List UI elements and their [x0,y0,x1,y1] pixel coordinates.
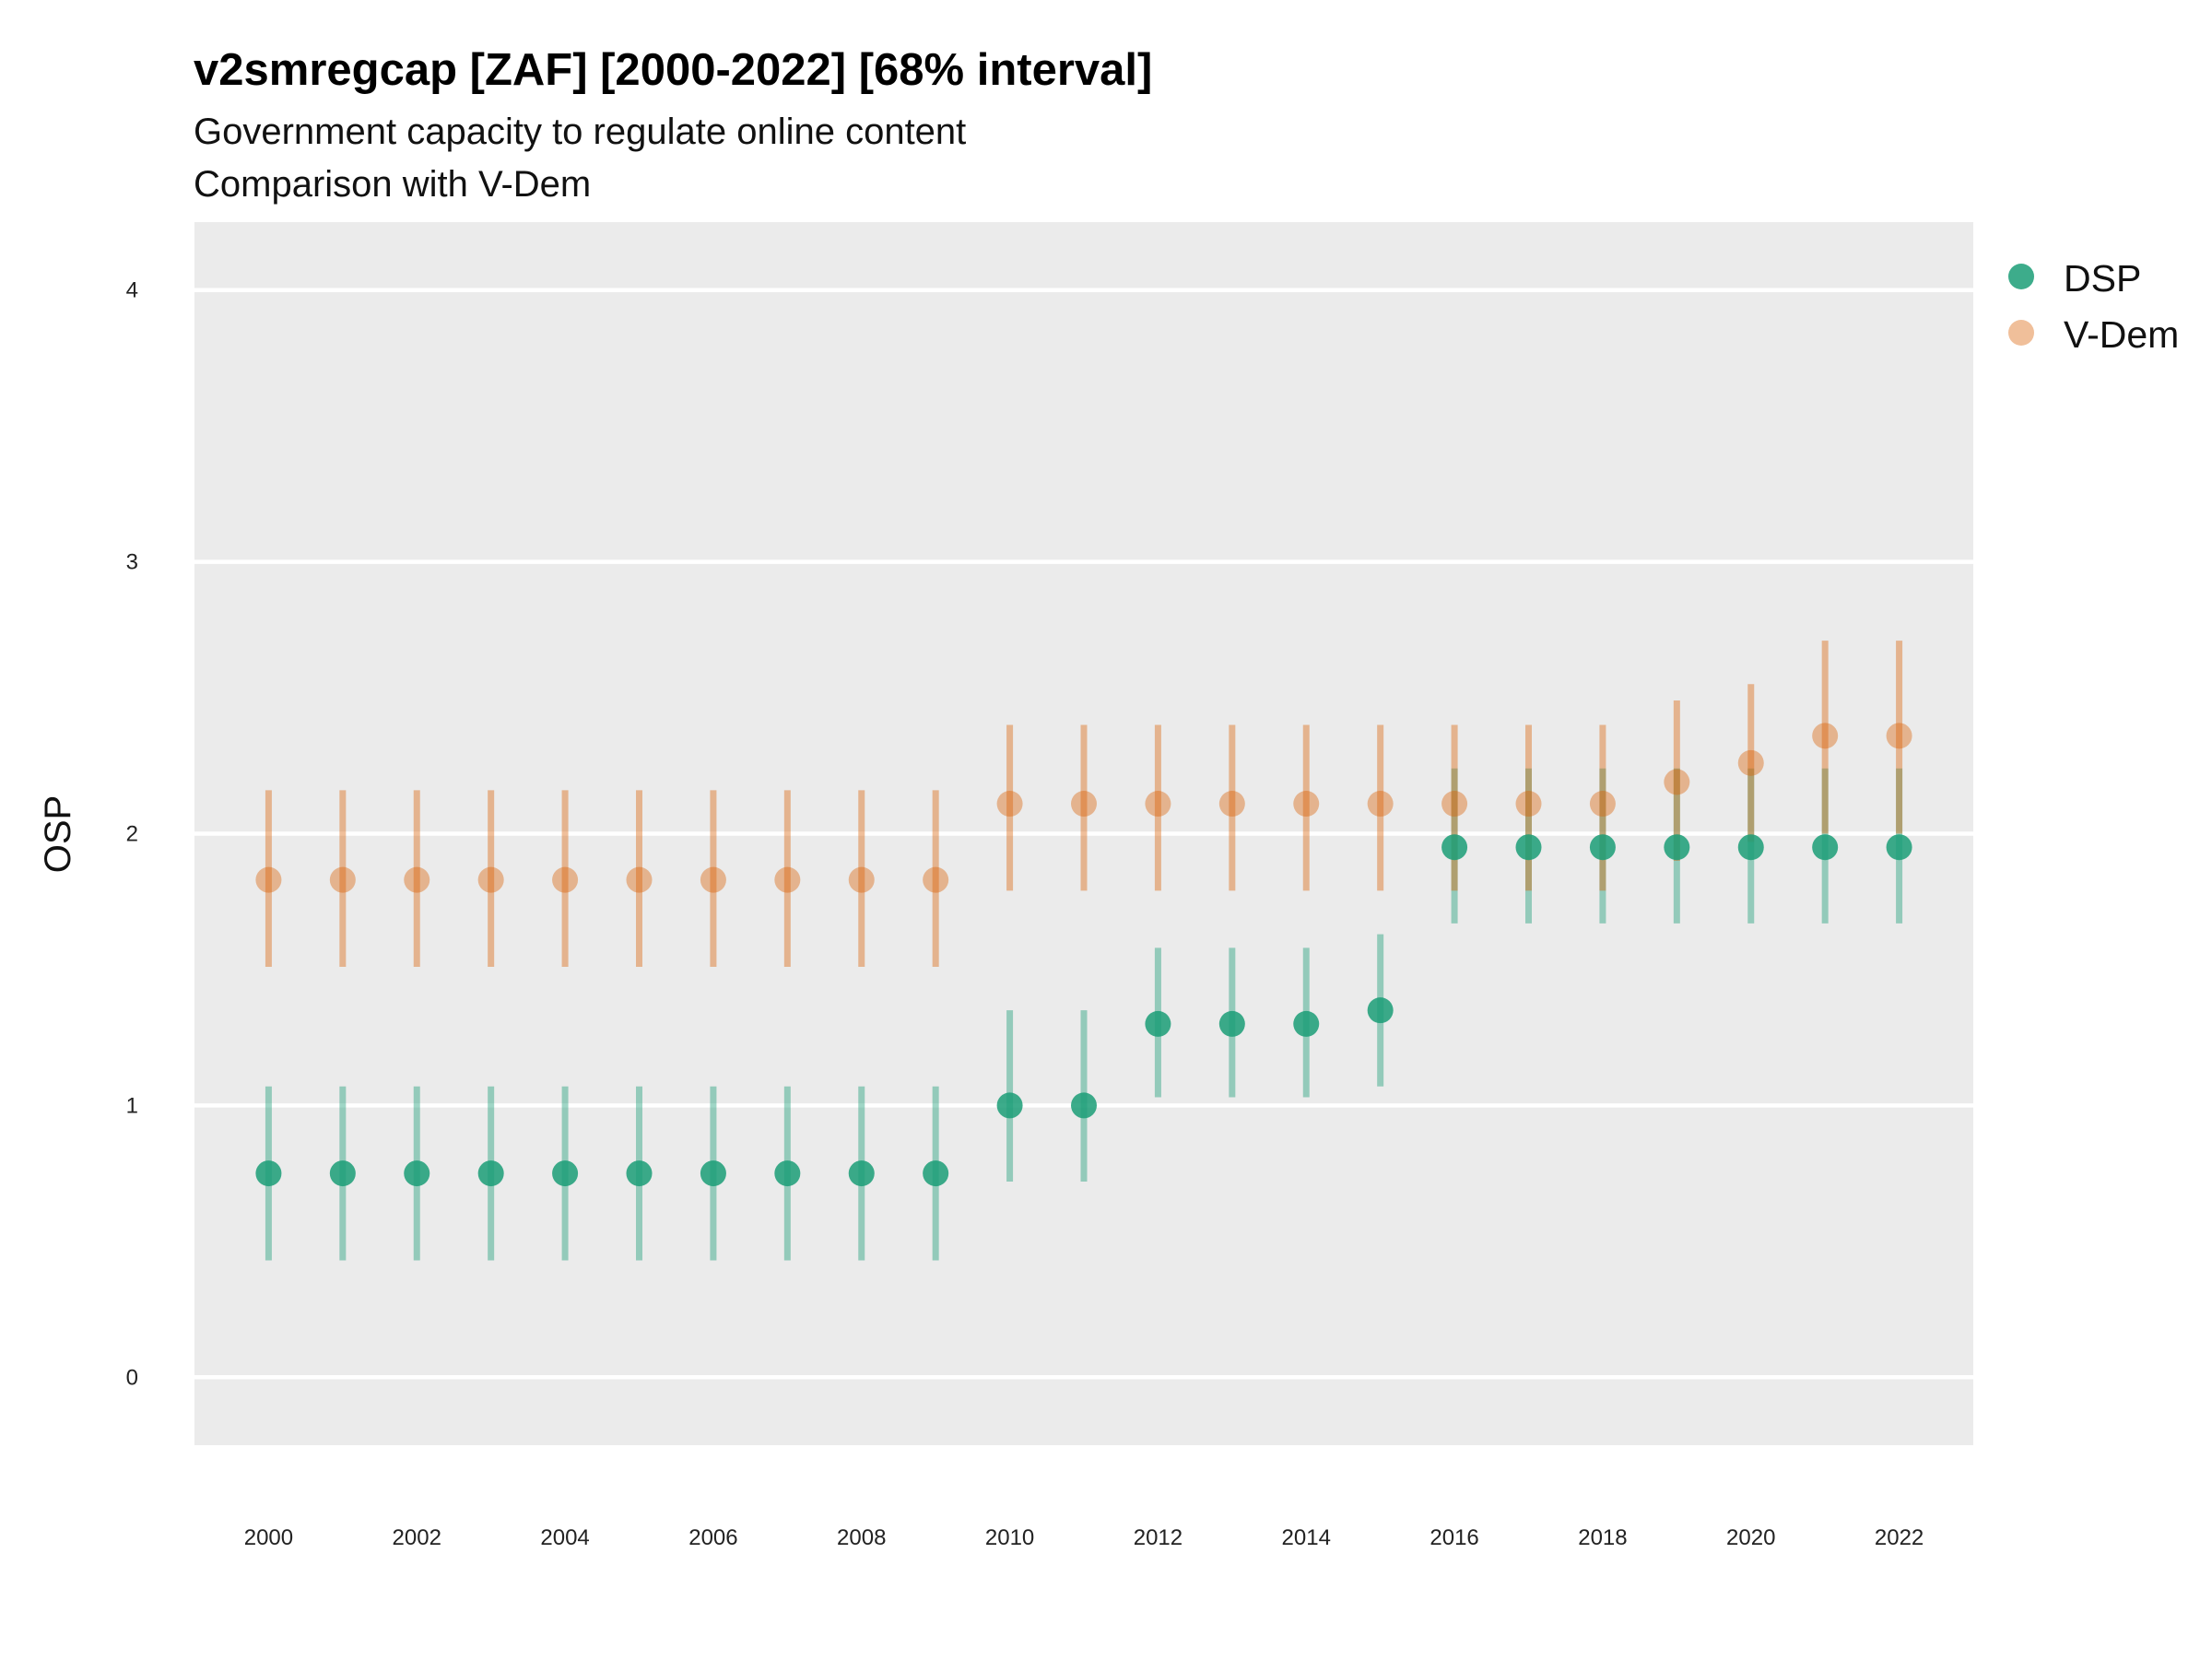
y-tick-label: 4 [126,278,138,303]
vdem-point [1515,791,1542,818]
dsp-point [1441,834,1468,861]
x-tick-label: 2012 [1134,1525,1182,1550]
vdem-point [1664,769,1690,795]
vdem-point [923,866,949,893]
dsp-point [700,1160,726,1187]
x-tick-label: 2008 [837,1525,886,1550]
dsp-point [1515,834,1542,861]
dsp-point [404,1160,430,1187]
dsp-point [626,1160,653,1187]
x-tick-label: 2020 [1726,1525,1775,1550]
vdem-point [1367,791,1394,818]
dsp-point [848,1160,875,1187]
legend-key-vdem [2008,320,2034,346]
vdem-point [1145,791,1171,818]
vdem-point [1293,791,1320,818]
legend: DSP V-Dem [2008,257,2179,356]
dsp-point [255,1160,282,1187]
vdem-point [1812,723,1839,749]
dsp-point [923,1160,949,1187]
vdem-point [477,866,504,893]
legend-label-vdem: V-Dem [2064,313,2179,356]
x-tick-label: 2006 [688,1525,737,1550]
vdem-point [1886,723,1912,749]
legend-label-dsp: DSP [2064,257,2141,300]
x-tick-label: 2016 [1430,1525,1478,1550]
dsp-point [1071,1092,1097,1119]
x-tick-labels: 2000 2002 2004 2006 2008 2010 2012 2014 2016 2018… [244,1525,1924,1550]
vdem-point [996,791,1023,818]
dsp-point [1145,1010,1171,1037]
y-tick-label: 2 [126,822,138,847]
dsp-point [996,1092,1023,1119]
dsp-point [1664,834,1690,861]
x-tick-label: 2000 [244,1525,293,1550]
data-marks [255,641,1912,1261]
chart-subtitle-line-2: Comparison with V-Dem [194,164,591,205]
dsp-point [1886,834,1912,861]
vdem-point [255,866,282,893]
vdem-point [848,866,875,893]
vdem-point [1441,791,1468,818]
chart-subtitle-line-1: Government capacity to regulate online c… [194,112,966,152]
x-tick-label: 2018 [1578,1525,1627,1550]
vdem-point [1071,791,1097,818]
y-tick-label: 3 [126,550,138,575]
dsp-point [1218,1010,1245,1037]
dsp-point [1812,834,1839,861]
chart-title: v2smregcap [ZAF] [2000-2022] [68% interv… [194,45,1152,95]
vdem-point [700,866,726,893]
vdem-point [329,866,356,893]
dsp-point [1737,834,1764,861]
dsp-point [1589,834,1616,861]
y-axis-label: OSP [38,795,78,873]
vdem-point [552,866,579,893]
vdem-point [1218,791,1245,818]
x-tick-label: 2014 [1282,1525,1331,1550]
x-tick-label: 2022 [1875,1525,1924,1550]
vdem-point [1737,749,1764,776]
dsp-point [1293,1010,1320,1037]
y-tick-label: 0 [126,1365,138,1390]
dsp-point [1367,997,1394,1024]
dsp-point [552,1160,579,1187]
vdem-point [404,866,430,893]
x-tick-label: 2004 [540,1525,589,1550]
vdem-point [1589,791,1616,818]
dsp-point [329,1160,356,1187]
vdem-point [774,866,801,893]
y-tick-label: 1 [126,1093,138,1118]
x-tick-label: 2002 [393,1525,441,1550]
dsp-point [774,1160,801,1187]
dsp-point [477,1160,504,1187]
x-tick-label: 2010 [985,1525,1034,1550]
legend-key-dsp [2008,264,2034,289]
y-tick-labels: 0 1 2 3 4 [126,278,138,1391]
vdem-point [626,866,653,893]
